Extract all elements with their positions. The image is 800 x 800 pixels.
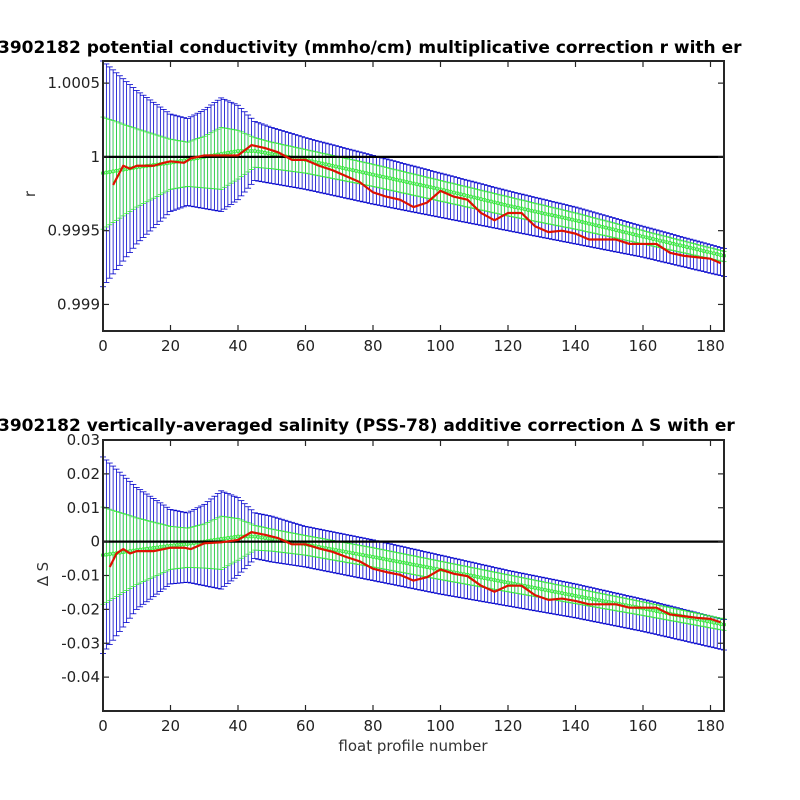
- y-tick-label: 0: [90, 533, 100, 551]
- x-tick-label: 60: [296, 337, 315, 355]
- x-tick-label: 40: [228, 337, 247, 355]
- y-tick-label: 0.03: [67, 431, 100, 449]
- y-tick-label: 0.02: [67, 465, 100, 483]
- x-tick-label: 0: [98, 717, 108, 735]
- x-tick-label: 60: [296, 717, 315, 735]
- salinity-correction-panel: 3902182 vertically-averaged salinity (PS…: [0, 416, 735, 755]
- x-tick-label: 140: [561, 717, 590, 735]
- y-tick-label: 1.0005: [48, 74, 101, 92]
- y-tick-label: -0.04: [61, 668, 100, 686]
- x-tick-label: 160: [629, 717, 658, 735]
- series-group: [112, 143, 722, 265]
- x-tick-label: 40: [228, 717, 247, 735]
- x-tick-label: 120: [494, 337, 523, 355]
- conductivity-correction-panel: 3902182 potential conductivity (mmho/cm)…: [0, 38, 742, 355]
- axes: 0 20 40 60 80 100 120 140 160 180 0.999 0.9995 1 1.00…: [48, 60, 725, 355]
- plot-frame: [102, 60, 725, 332]
- series-line: [112, 143, 722, 265]
- series-group: [108, 531, 721, 624]
- x-tick-label: 0: [98, 337, 108, 355]
- x-axis-label: float profile number: [338, 737, 488, 755]
- x-tick-label: 80: [363, 337, 382, 355]
- x-tick-label: 140: [561, 337, 590, 355]
- panel-title: 3902182 vertically-averaged salinity (PS…: [0, 416, 735, 436]
- y-tick-label: 0.999: [57, 295, 100, 313]
- x-tick-label: 120: [494, 717, 523, 735]
- x-tick-label: 20: [161, 337, 180, 355]
- x-tick-label: 100: [426, 337, 455, 355]
- y-tick-label: 0.01: [67, 499, 100, 517]
- y-tick-label: 1: [90, 148, 100, 166]
- series-line: [108, 531, 721, 624]
- x-tick-label: 180: [696, 717, 725, 735]
- y-tick-label: -0.03: [61, 634, 100, 652]
- x-tick-label: 80: [363, 717, 382, 735]
- y-tick-label: -0.02: [61, 600, 100, 618]
- axes: 0 20 40 60 80 100 120 140 160 180 -0.04 -0.03 -0.02 -…: [61, 431, 725, 735]
- y-axis-label: r: [21, 190, 39, 197]
- panel-title: 3902182 potential conductivity (mmho/cm)…: [0, 38, 742, 58]
- x-tick-label: 180: [696, 337, 725, 355]
- y-tick-label: 0.9995: [48, 222, 101, 240]
- x-tick-label: 20: [161, 717, 180, 735]
- x-tick-label: 160: [629, 337, 658, 355]
- x-tick-label: 100: [426, 717, 455, 735]
- y-axis-label: ∆ S: [34, 562, 52, 587]
- y-tick-label: -0.01: [61, 567, 100, 585]
